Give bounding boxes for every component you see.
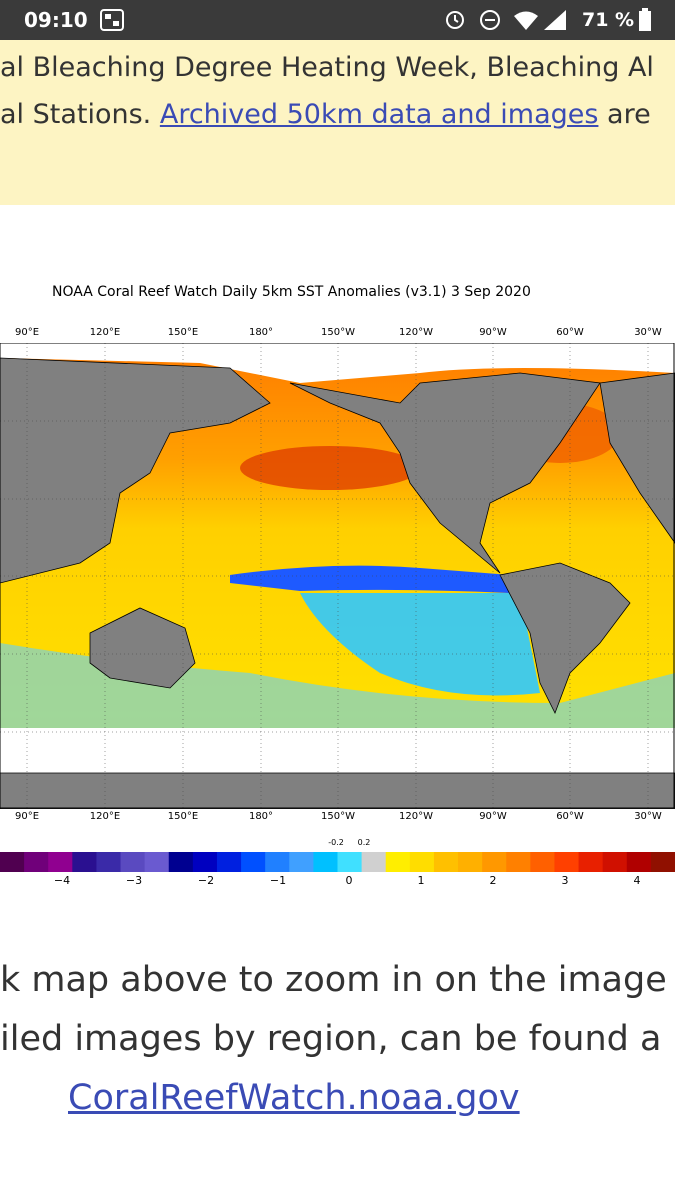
colorbar-segment bbox=[602, 852, 628, 872]
app-icon bbox=[100, 9, 124, 31]
colorbar-segment bbox=[482, 852, 507, 872]
longitude-label: 180° bbox=[248, 811, 274, 822]
colorbar-segment bbox=[168, 852, 194, 872]
colorbar-segment bbox=[650, 852, 675, 872]
colorbar-segment bbox=[144, 852, 170, 872]
longitude-label: 90°E bbox=[14, 811, 40, 822]
longitude-label: 150°W bbox=[321, 327, 355, 338]
colorbar-segment bbox=[433, 852, 459, 872]
notice-banner: al Bleaching Degree Heating Week, Bleach… bbox=[0, 40, 675, 205]
colorbar-segment bbox=[361, 852, 387, 872]
longitude-label: 120°E bbox=[89, 811, 121, 822]
colorbar-tick-label: −4 bbox=[53, 874, 71, 887]
longitude-label: 120°W bbox=[399, 811, 433, 822]
colorbar-segment bbox=[72, 852, 97, 872]
colorbar-segment bbox=[0, 852, 25, 872]
colorbar-segment bbox=[554, 852, 580, 872]
colorbar-segment bbox=[241, 852, 266, 872]
text: are bbox=[598, 99, 651, 130]
colorbar-segment bbox=[48, 852, 73, 872]
status-icons bbox=[446, 10, 566, 30]
colorbar-tick-label: 4 bbox=[633, 874, 641, 887]
status-bar: 09:10 71 % bbox=[0, 0, 675, 40]
clock: 09:10 bbox=[24, 8, 88, 32]
colorbar-segment bbox=[385, 852, 411, 872]
colorbar-segment bbox=[96, 852, 122, 872]
longitude-label: 150°E bbox=[167, 811, 199, 822]
longitude-label: 90°W bbox=[479, 327, 507, 338]
longitude-label: 60°W bbox=[556, 811, 584, 822]
text: al Stations. bbox=[0, 99, 160, 130]
battery-text: 71 % bbox=[582, 9, 635, 31]
colorbar-tick-label: 1 bbox=[417, 874, 425, 887]
colorbar-segment bbox=[578, 852, 604, 872]
colorbar-segment bbox=[289, 852, 314, 872]
colorbar-minor-label: 0.2 bbox=[357, 838, 371, 847]
longitude-label: 60°W bbox=[556, 327, 584, 338]
map-title: NOAA Coral Reef Watch Daily 5km SST Anom… bbox=[52, 284, 531, 300]
archive-link[interactable]: Archived 50km data and images bbox=[159, 99, 599, 130]
colorbar-tick-label: −3 bbox=[125, 874, 143, 887]
colorbar-tick-label: 3 bbox=[561, 874, 569, 887]
battery-icon bbox=[639, 8, 651, 31]
colorbar bbox=[0, 852, 675, 872]
sst-map bbox=[0, 343, 675, 809]
body-line: iled images by region, can be found a bbox=[0, 1019, 662, 1059]
longitude-label: 30°W bbox=[634, 811, 662, 822]
colorbar-minor-label: -0.2 bbox=[328, 838, 344, 847]
banner-line: al Stations. Archived 50km data and imag… bbox=[0, 99, 651, 130]
colorbar-segment bbox=[409, 852, 435, 872]
longitude-label: 90°W bbox=[479, 811, 507, 822]
colorbar-tick-label: −1 bbox=[269, 874, 287, 887]
body-line: k map above to zoom in on the image bbox=[0, 960, 667, 1000]
colorbar-segment bbox=[313, 852, 338, 872]
colorbar-tick-label: 2 bbox=[489, 874, 497, 887]
longitude-label: 120°E bbox=[89, 327, 121, 338]
colorbar-segment bbox=[192, 852, 218, 872]
longitude-label: 150°W bbox=[321, 811, 355, 822]
colorbar-tick-label: 0 bbox=[345, 874, 353, 887]
crw-link[interactable]: CoralReefWatch.noaa.gov bbox=[68, 1078, 520, 1118]
colorbar-tick-label: −2 bbox=[197, 874, 215, 887]
colorbar-segment bbox=[506, 852, 531, 872]
longitude-label: 150°E bbox=[167, 327, 199, 338]
colorbar-segment bbox=[120, 852, 146, 872]
longitude-label: 30°W bbox=[634, 327, 662, 338]
colorbar-segment bbox=[265, 852, 290, 872]
colorbar-segment bbox=[530, 852, 555, 872]
longitude-label: 120°W bbox=[399, 327, 433, 338]
banner-line: al Bleaching Degree Heating Week, Bleach… bbox=[0, 52, 654, 83]
longitude-label: 90°E bbox=[14, 327, 40, 338]
colorbar-segment bbox=[337, 852, 363, 872]
colorbar-segment bbox=[626, 852, 652, 872]
colorbar-segment bbox=[216, 852, 242, 872]
colorbar-segment bbox=[458, 852, 483, 872]
longitude-label: 180° bbox=[248, 327, 274, 338]
colorbar-segment bbox=[24, 852, 49, 872]
